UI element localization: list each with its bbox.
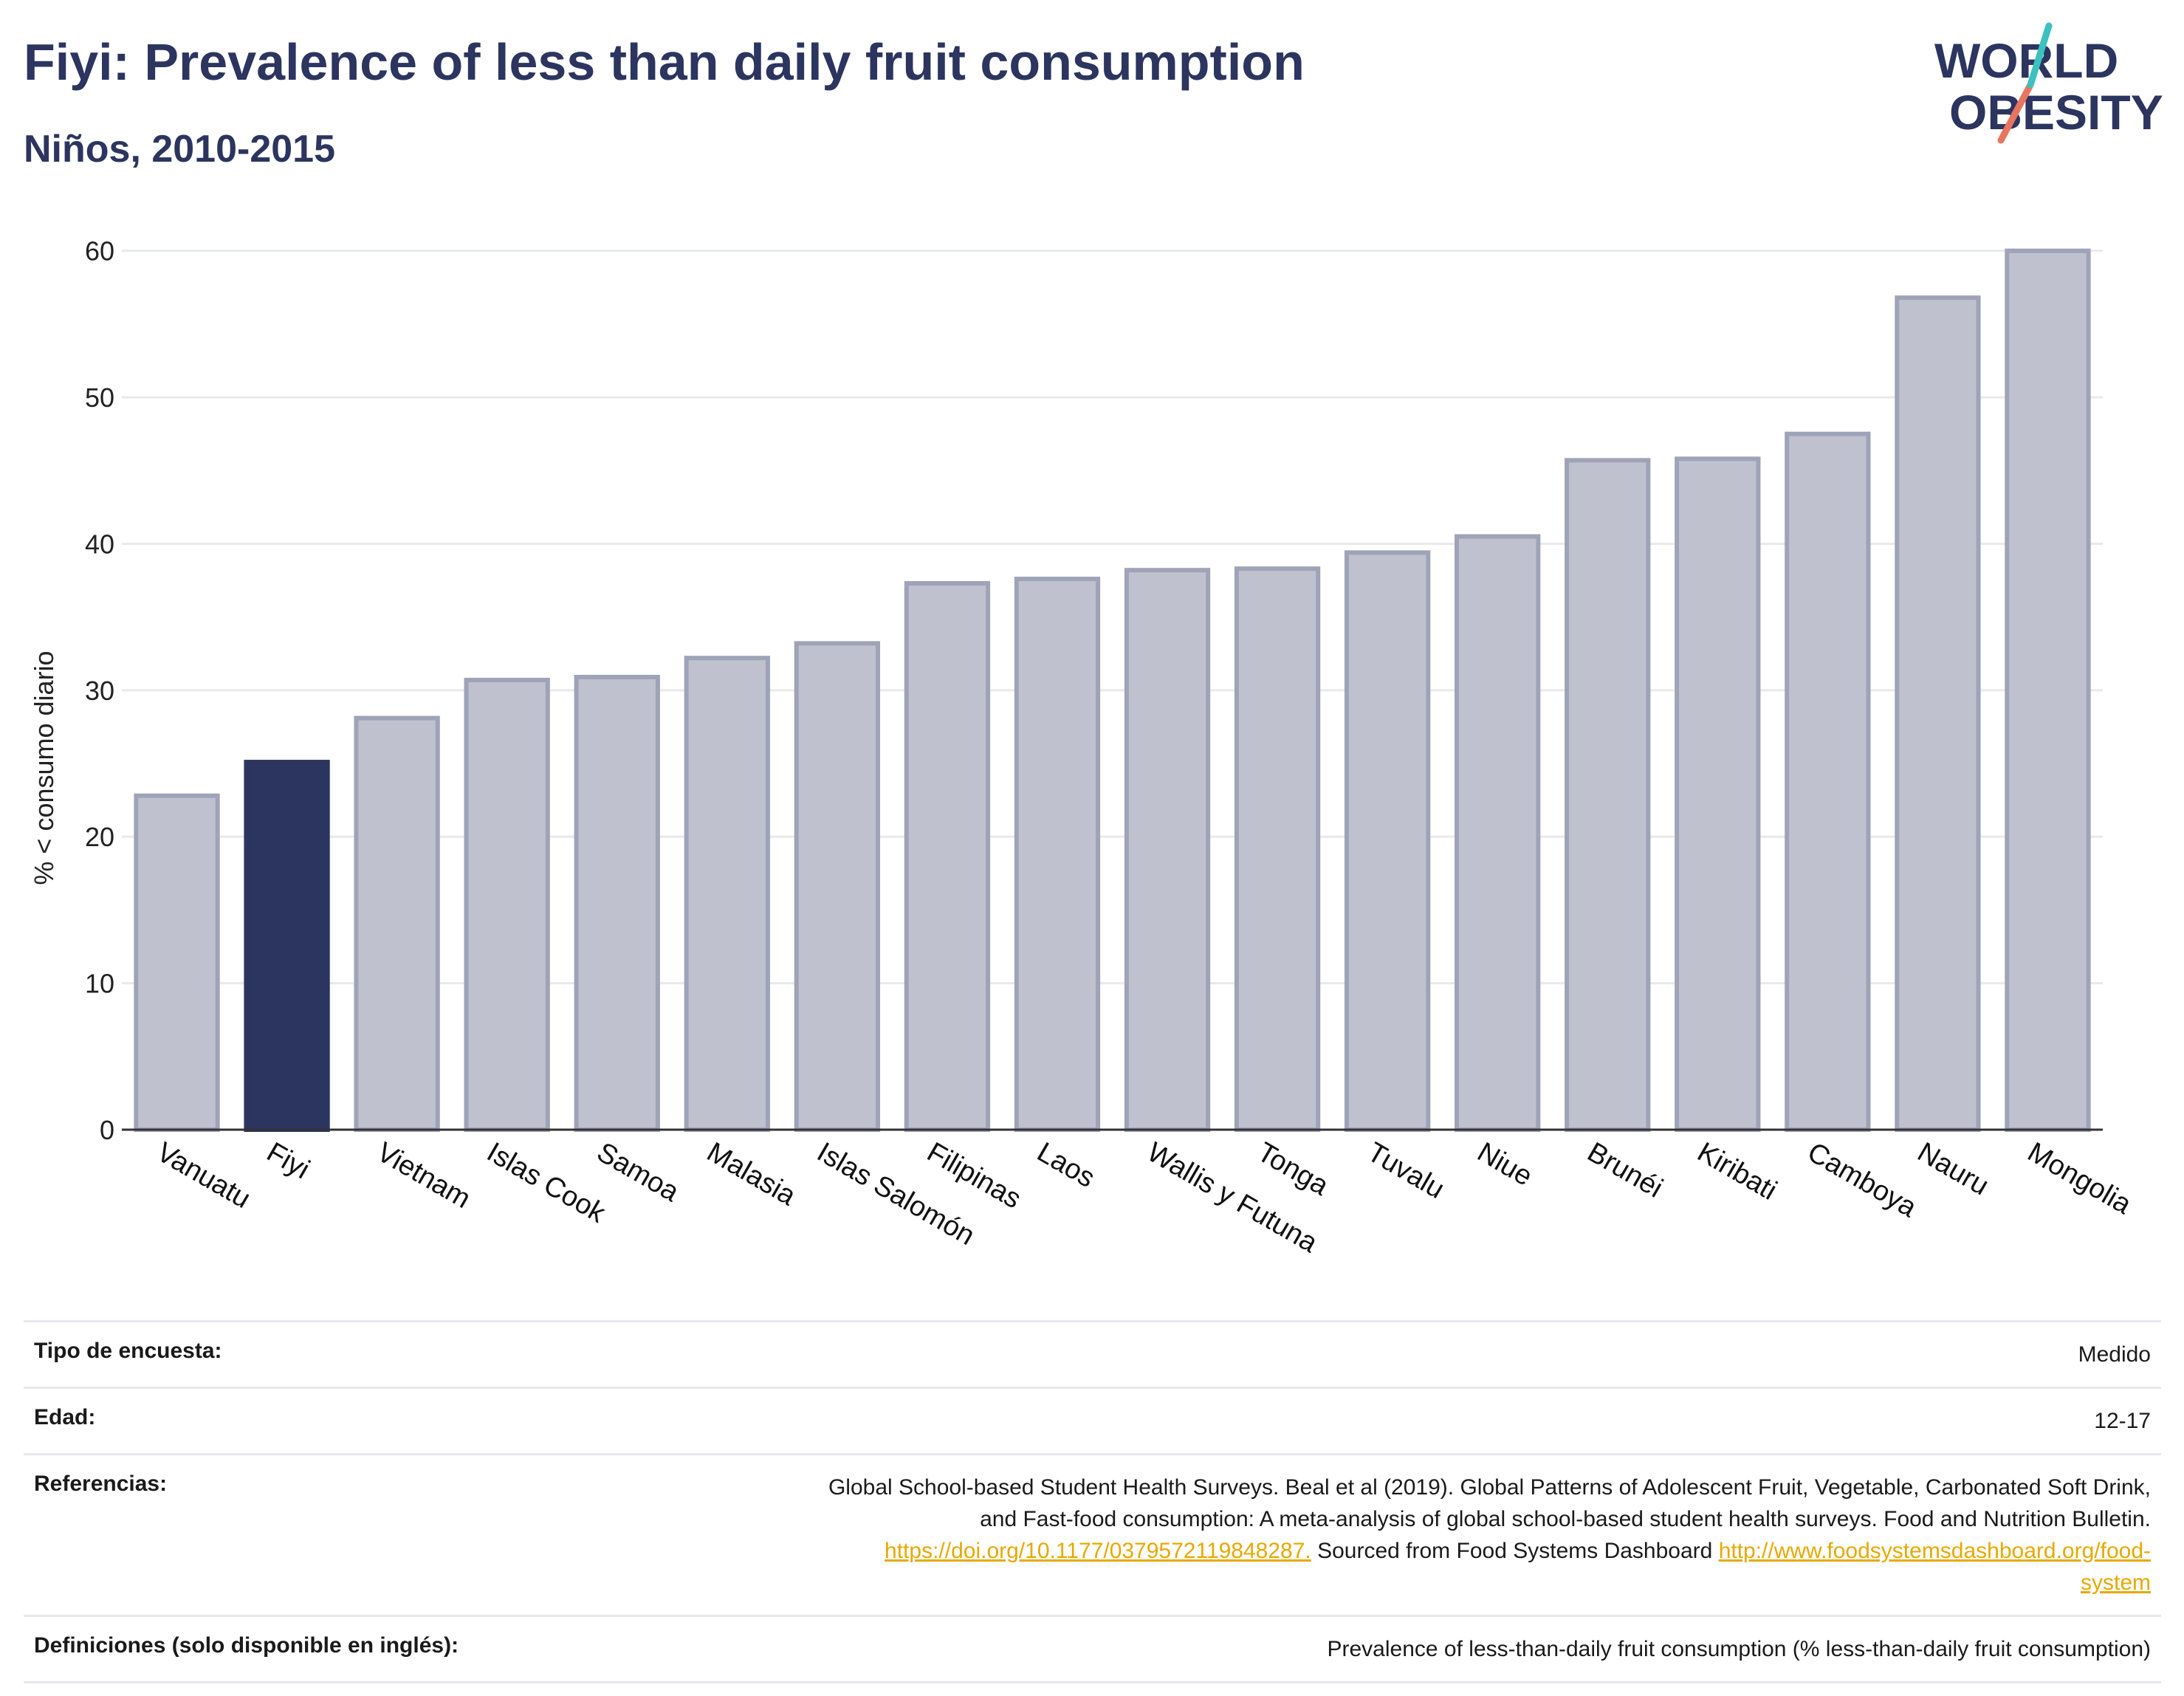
bar-brunéi[interactable] [1565, 458, 1651, 1132]
x-tick-label: Niue [1472, 1136, 1538, 1192]
x-tick-label: Laos [1031, 1136, 1099, 1194]
world-obesity-logo: WORLD OBESITY [1934, 22, 2163, 144]
y-tick-label: 0 [100, 1115, 114, 1145]
metadata-table: Tipo de encuesta: Medido Edad: 12-17 Ref… [24, 1320, 2161, 1683]
y-tick-label: 40 [85, 529, 114, 559]
x-tick-label: Islas Cook [481, 1136, 611, 1229]
meta-row-survey-type: Tipo de encuesta: Medido [24, 1320, 2161, 1387]
meta-value: Prevalence of less-than-daily fruit cons… [1327, 1637, 2152, 1661]
bar-tuvalu[interactable] [1344, 550, 1431, 1132]
bar-vietnam[interactable] [354, 715, 440, 1132]
meta-value: Global School-based Student Health Surve… [828, 1472, 2151, 1599]
meta-label: Tipo de encuesta: [34, 1339, 222, 1363]
y-tick-labels: 0 10 20 30 40 50 60 [85, 236, 114, 1145]
bar-samoa[interactable] [574, 674, 660, 1132]
bars [134, 248, 2091, 1133]
reference-text-line-1: Global School-based Student Health Surve… [828, 1475, 2151, 1500]
y-axis-label: % < consumo diario [29, 650, 59, 885]
svg-text:OBESITY: OBESITY [1949, 85, 2163, 140]
bar-islas-salomón[interactable] [794, 641, 881, 1132]
meta-value: 12-17 [2094, 1409, 2151, 1433]
x-tick-label: Mongolia [2022, 1136, 2137, 1220]
page-subtitle: Niños, 2010-2015 [24, 128, 336, 171]
bar-camboya[interactable] [1785, 431, 1871, 1132]
x-tick-label: Tuvalu [1362, 1136, 1450, 1205]
x-tick-label: Brunéi [1582, 1136, 1668, 1204]
bar-tonga[interactable] [1234, 566, 1321, 1132]
x-tick-label: Kiribati [1692, 1136, 1782, 1206]
x-tick-label: Fiyi [261, 1136, 315, 1185]
reference-source-text: Sourced from Food Systems Dashboard [1311, 1539, 1719, 1563]
x-tick-label: Nauru [1912, 1136, 1994, 1201]
y-tick-label: 20 [85, 822, 114, 852]
doi-link[interactable]: https://doi.org/10.1177/0379572119848287… [885, 1539, 1311, 1563]
x-tick-label: Malasia [701, 1136, 801, 1212]
bar-laos[interactable] [1014, 577, 1101, 1132]
page-title: Fiyi: Prevalence of less than daily frui… [24, 33, 1305, 91]
meta-value: Medido [2078, 1342, 2151, 1367]
bar-niue[interactable] [1455, 534, 1541, 1132]
y-tick-label: 10 [85, 969, 114, 999]
food-systems-link[interactable]: http://www.foodsystemsdashboard.org/food… [1718, 1539, 2151, 1563]
meta-label: Definiciones (solo disponible en inglés)… [34, 1633, 459, 1658]
y-tick-label: 30 [85, 676, 114, 706]
meta-label: Referencias: [34, 1472, 168, 1496]
bar-mongolia[interactable] [2005, 248, 2091, 1133]
x-tick-label: Camboya [1802, 1136, 1923, 1223]
x-tick-label: Tonga [1252, 1136, 1334, 1202]
bar-vanuatu[interactable] [134, 793, 220, 1132]
meta-row-references: Referencias: Global School-based Student… [24, 1453, 2161, 1615]
y-tick-label: 60 [85, 236, 114, 267]
svg-text:WORLD: WORLD [1934, 33, 2118, 88]
food-systems-link-continued[interactable]: system [2080, 1570, 2151, 1595]
y-tick-label: 50 [85, 382, 114, 413]
bar-chart: 0 10 20 30 40 50 60 Vanuatu Fiyi Vietnam Islas Co… [29, 236, 2137, 1260]
x-tick-label: Vietnam [371, 1136, 475, 1215]
bar-malasia[interactable] [684, 656, 770, 1132]
meta-label: Edad: [34, 1405, 96, 1429]
reference-text-line-2: and Fast-food consumption: A meta-analys… [980, 1507, 2151, 1531]
bar-islas-cook[interactable] [464, 677, 550, 1132]
meta-row-definitions: Definiciones (solo disponible en inglés)… [24, 1615, 2161, 1683]
bar-fiyi[interactable] [244, 760, 330, 1132]
bar-filipinas[interactable] [904, 581, 991, 1132]
x-tick-label: Vanuatu [151, 1136, 255, 1215]
x-tick-label: Samoa [591, 1136, 684, 1208]
bar-nauru[interactable] [1895, 295, 1981, 1133]
bar-kiribati[interactable] [1675, 456, 1761, 1132]
bar-wallis-y-futuna[interactable] [1124, 568, 1211, 1132]
meta-row-age: Edad: 12-17 [24, 1387, 2161, 1453]
